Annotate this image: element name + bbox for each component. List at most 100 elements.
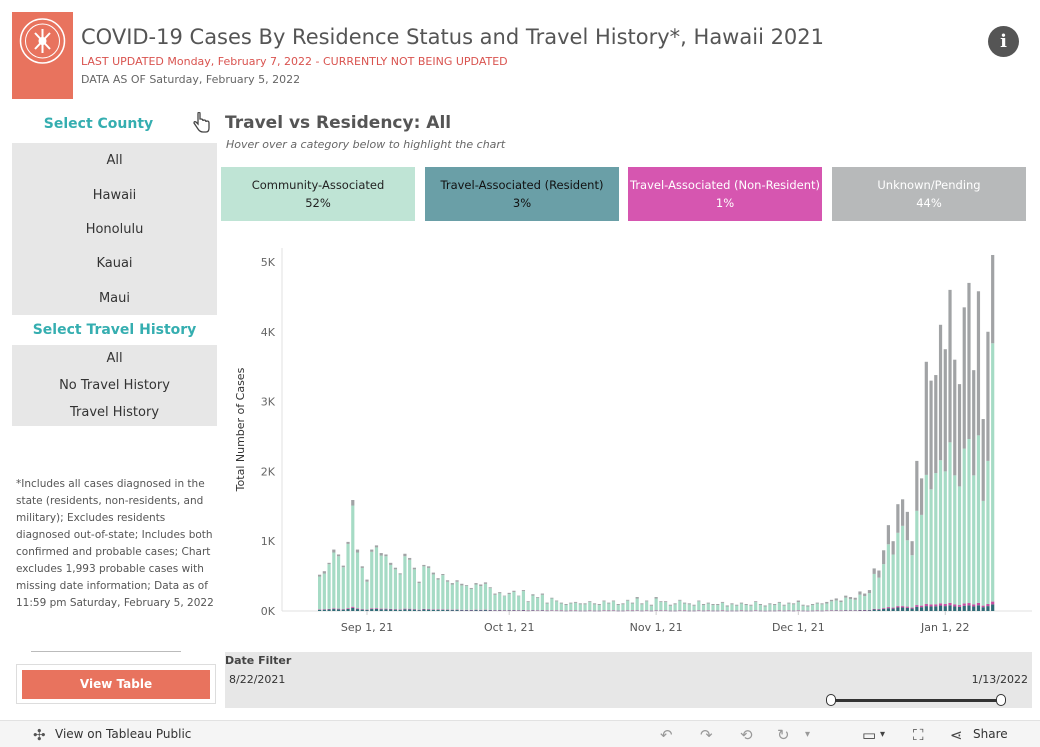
page-title: COVID-19 Cases By Residence Status and T… [81,25,825,49]
bar-community [706,603,710,611]
fullscreen-icon[interactable]: ⛶ [913,726,924,744]
bar-travel-resident [972,606,976,611]
footnote: *Includes all cases diagnosed in the sta… [16,478,214,609]
category-label: Travel-Associated (Non-Resident) [629,178,821,192]
county-option-honolulu[interactable]: Honolulu [85,222,144,237]
bar-community [896,532,900,607]
bar-travel-resident [493,610,497,611]
bar-community [735,605,739,611]
bar-unknown [972,370,976,476]
bar-unknown [858,591,862,595]
bar-unknown [763,605,767,607]
bar-travel-resident [370,609,374,611]
bar-travel-nonresident [322,609,326,610]
slider-start-handle[interactable] [826,694,836,706]
bar-travel-resident [521,610,526,611]
bar-unknown [379,553,383,556]
bar-community [886,544,890,608]
category-community[interactable]: Community-Associated 52% [221,167,415,221]
bar-travel-resident [910,608,914,611]
bar-unknown [673,603,677,605]
comment-icon[interactable]: ▭ [862,726,877,744]
travel-option-all[interactable]: All [106,351,123,366]
county-option-maui[interactable]: Maui [98,291,131,306]
bar-unknown [749,604,753,606]
bar-community [976,435,981,603]
bar-community [507,594,511,611]
bar-travel-nonresident [649,610,653,612]
hawaii-doh-logo [12,12,73,99]
bar-community [408,559,412,609]
slider-end-handle[interactable] [996,694,1006,706]
bar-unknown [616,604,620,606]
bar-community [872,573,876,609]
date-range-slider[interactable] [831,699,1001,702]
category-label: Community-Associated [251,178,385,192]
bar-travel-nonresident [559,610,563,612]
refresh-dropdown-icon[interactable]: ▾ [805,729,811,740]
bar-unknown [550,597,554,599]
bar-unknown [408,557,412,560]
view-on-tableau-link[interactable]: View on Tableau Public [55,727,192,741]
bar-travel-resident [327,609,331,611]
bar-unknown [919,478,924,515]
bar-unknown [611,600,616,602]
county-option-kauai[interactable]: Kauai [96,256,133,271]
bar-community [427,567,431,610]
revert-icon[interactable]: ⟲ [740,726,753,744]
bar-community [957,486,962,606]
bar-community [701,605,706,611]
bar-travel-nonresident [725,610,729,612]
bar-unknown [645,600,649,602]
bar-travel-nonresident [374,608,379,609]
category-travel-nonresident[interactable]: Travel-Associated (Non-Resident) 1% [628,167,822,221]
bar-travel-nonresident [336,608,341,610]
bar-travel-nonresident [953,604,957,607]
chart-subtitle: Hover over a category below to highlight… [226,138,506,151]
share-icon[interactable]: ⋖ [950,726,963,744]
refresh-icon[interactable]: ↻ [777,726,790,744]
bar-travel-nonresident [346,608,350,609]
bar-unknown [540,593,544,595]
county-option-hawaii[interactable]: Hawaii [92,188,137,203]
bar-unknown [735,604,739,606]
bar-unknown [393,567,398,570]
bar-unknown [318,574,322,577]
county-option-all[interactable]: All [106,153,123,168]
bar-community [398,574,402,610]
bar-travel-nonresident [915,605,919,607]
bar-community [659,602,663,611]
bar-community [336,556,341,609]
bar-unknown [929,380,933,490]
y-tick-label: 4K [261,326,276,339]
category-unknown[interactable]: Unknown/Pending 44% [832,167,1026,221]
travel-option-travel[interactable]: Travel History [69,405,160,420]
bar-travel-resident [877,609,881,611]
bar-travel-resident [938,605,943,611]
y-axis-title: Total Number of Cases [234,367,247,492]
bar-unknown [863,593,867,597]
view-table-button[interactable]: View Table [22,670,210,699]
bar-travel-nonresident [365,609,369,611]
comment-dropdown-icon[interactable]: ▾ [880,729,886,740]
bar-travel-nonresident [450,609,454,611]
bar-unknown [981,419,985,501]
undo-icon[interactable]: ↶ [660,726,673,744]
share-button[interactable]: Share [973,727,1008,741]
bar-travel-nonresident [758,610,763,612]
travel-filter-panel: All No Travel History Travel History [12,345,217,426]
category-travel-resident[interactable]: Travel-Associated (Resident) 3% [425,167,619,221]
bar-unknown [607,602,611,604]
bar-travel-nonresident [801,610,805,612]
bar-community [782,605,786,611]
bar-community [573,602,578,611]
bar-community [943,471,947,605]
info-icon[interactable]: i [988,26,1019,57]
bar-travel-resident [431,609,435,611]
bar-travel-resident [322,609,326,611]
redo-icon[interactable]: ↷ [700,726,713,744]
travel-option-no-travel[interactable]: No Travel History [59,378,170,393]
bar-community [645,601,649,611]
bar-travel-nonresident [351,606,355,608]
bar-unknown [801,604,805,606]
